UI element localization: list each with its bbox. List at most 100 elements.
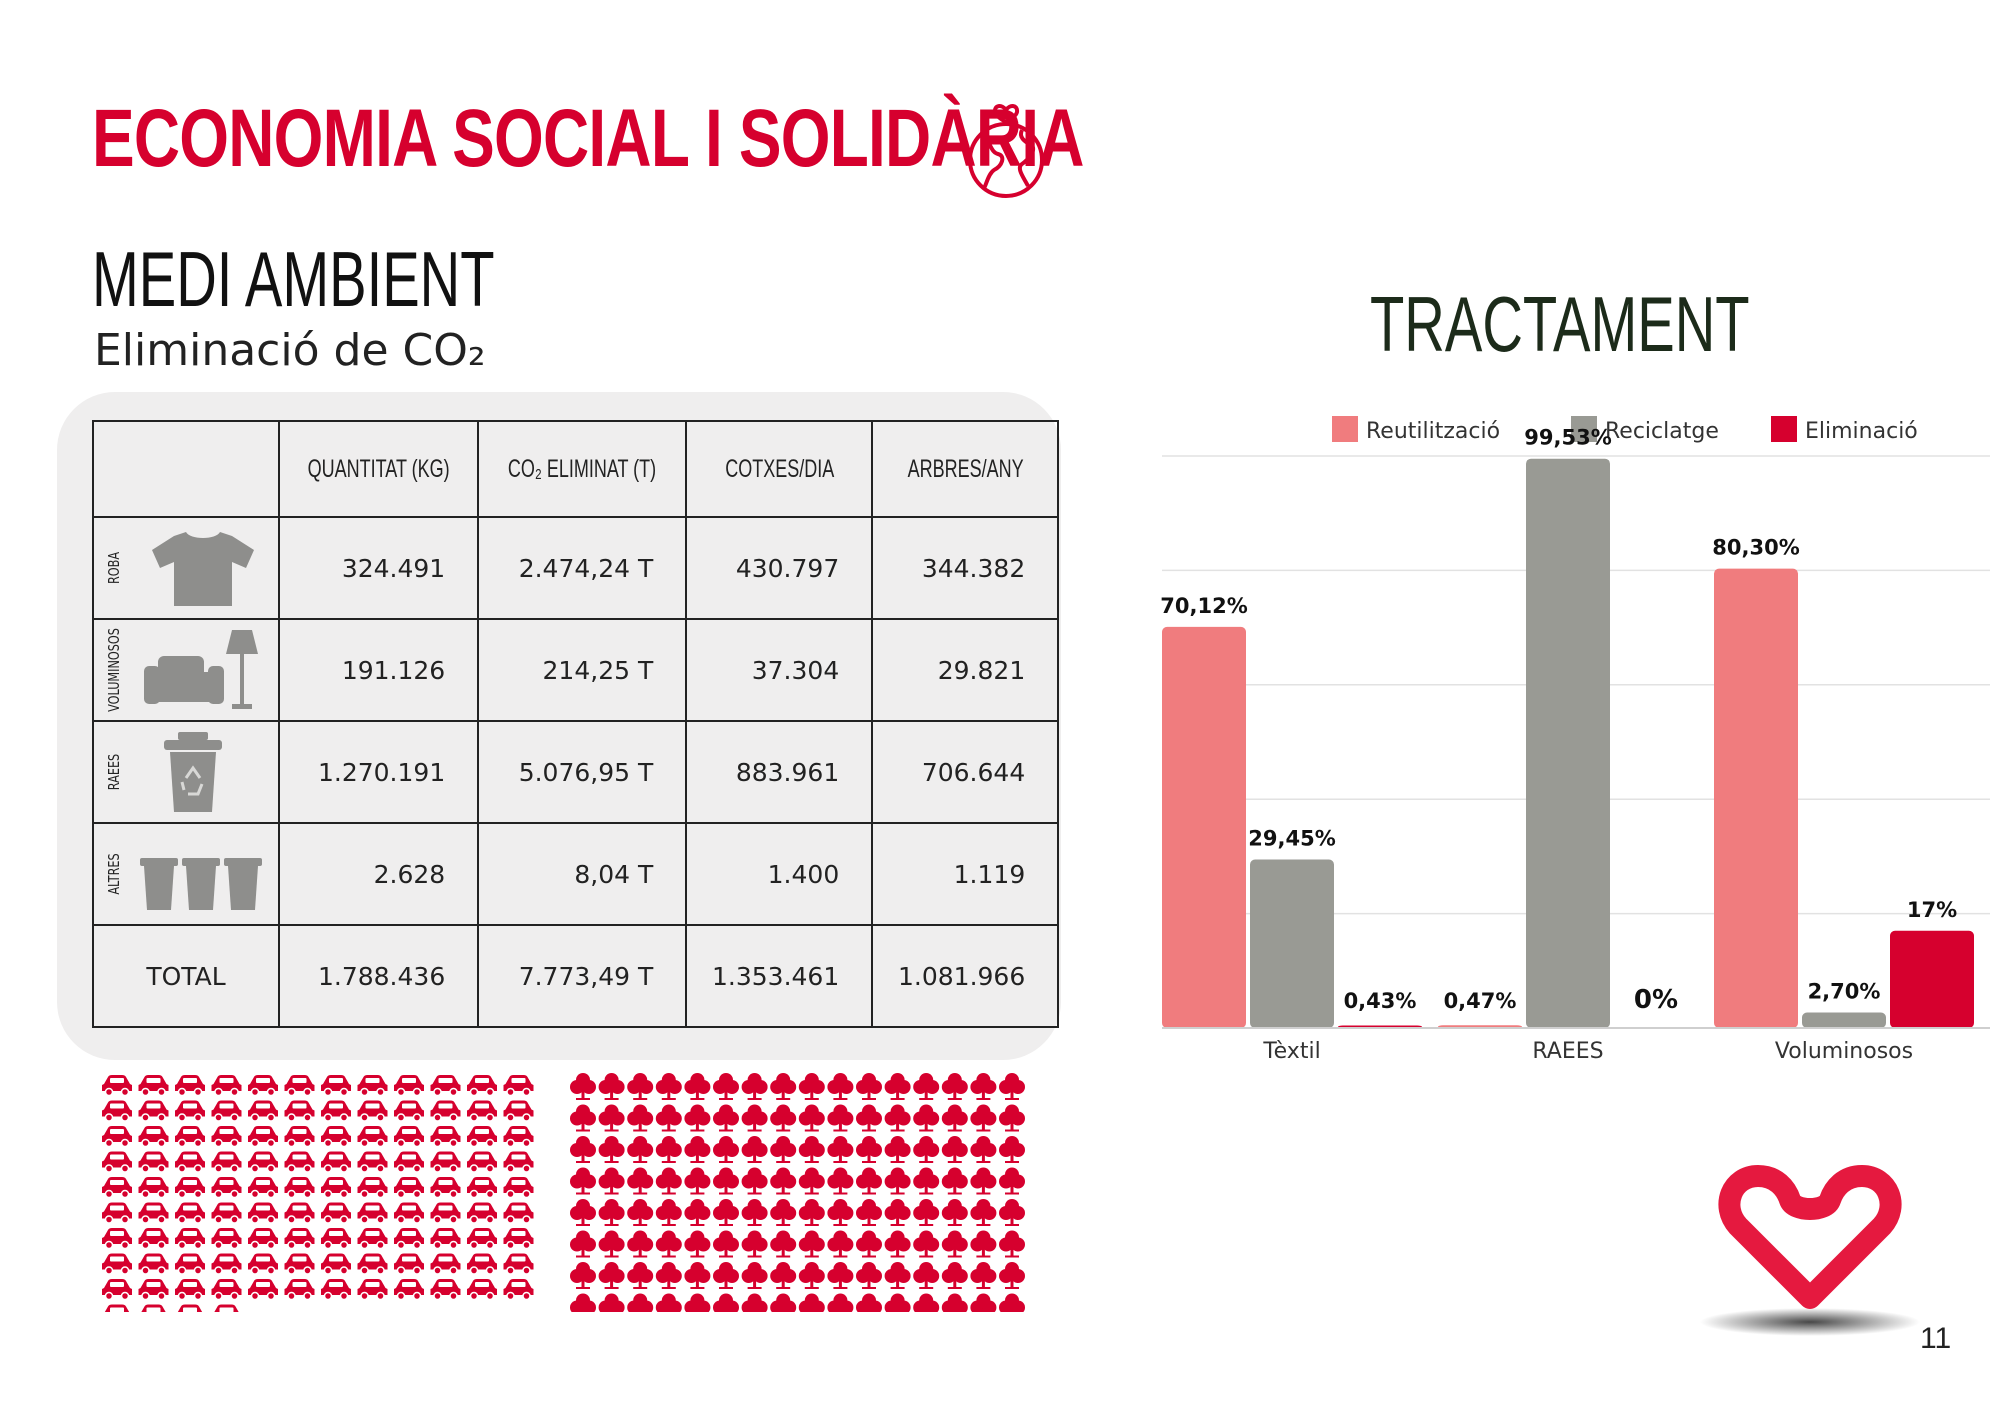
tree-icon [941, 1199, 968, 1226]
category-label: Tèxtil [1262, 1039, 1320, 1064]
row-label: VOLUMINOSOS [105, 628, 123, 712]
table-row: RAEES 1.270.191 5.076,95 T 883.961 706.6… [92, 720, 1060, 824]
tree-icon [684, 1136, 711, 1163]
trees-pictogram [570, 1073, 1025, 1312]
tree-icon [884, 1167, 911, 1195]
tree-icon [970, 1293, 997, 1312]
legend-label: Reciclatge [1605, 419, 1719, 444]
table-row: ALTRES 2.628 8,04 T 1.400 1.119 [92, 822, 1060, 926]
car-icon [357, 1177, 388, 1199]
car-icon [102, 1253, 132, 1275]
bar [1714, 568, 1798, 1028]
tree-icon [598, 1262, 625, 1289]
tree-icon [827, 1073, 854, 1100]
tree-icon [970, 1104, 997, 1132]
car-icon [394, 1151, 424, 1173]
table-cell: 191.126 [277, 618, 480, 722]
car-icon [503, 1253, 534, 1275]
row-label-cell: RAEES [92, 720, 280, 824]
data-label: 29,45% [1248, 827, 1335, 851]
car-icon [211, 1100, 242, 1122]
car-icon [357, 1126, 388, 1148]
table-cell: 8,04 T [477, 822, 688, 926]
car-icon [248, 1279, 278, 1301]
heart-logo [1700, 1165, 1920, 1336]
tree-icon [970, 1199, 997, 1226]
car-icon [430, 1202, 461, 1224]
tree-icon [999, 1104, 1025, 1132]
tree-icon [655, 1104, 682, 1132]
car-icon [321, 1126, 351, 1148]
car-icon [211, 1253, 242, 1275]
tree-icon [999, 1293, 1025, 1312]
car-icon [248, 1151, 278, 1173]
car-icon [357, 1075, 388, 1097]
tree-icon [741, 1199, 768, 1226]
car-icon [357, 1202, 388, 1224]
table-cell: 1.119 [871, 822, 1060, 926]
car-icon [321, 1279, 351, 1301]
car-icon [467, 1100, 497, 1122]
row-label: ROBA [105, 551, 123, 585]
table-cell: 344.382 [871, 516, 1060, 620]
table-cell: 1.270.191 [277, 720, 480, 824]
data-label: 0,47% [1444, 989, 1517, 1013]
car-icon [430, 1151, 461, 1173]
car-icon [175, 1100, 205, 1122]
tree-icon [798, 1167, 825, 1195]
car-icon [284, 1151, 315, 1173]
car-icon [503, 1228, 534, 1250]
car-icon [175, 1075, 205, 1097]
tree-icon [884, 1293, 911, 1312]
tree-icon [770, 1104, 797, 1132]
tree-icon [798, 1262, 825, 1289]
car-icon [467, 1075, 497, 1097]
tree-icon [627, 1199, 654, 1226]
tree-icon [827, 1167, 854, 1195]
table-row: VOLUMINOSOS 191.126 214,25 T 37.304 29.8… [92, 618, 1060, 722]
tree-icon [741, 1293, 768, 1312]
tree-icon [999, 1199, 1025, 1226]
bar [1250, 859, 1334, 1028]
car-icon [321, 1151, 351, 1173]
tree-icon [627, 1230, 654, 1258]
car-icon [430, 1100, 461, 1122]
tree-icon [713, 1293, 739, 1312]
total-label: TOTAL [92, 924, 280, 1028]
tree-icon [999, 1167, 1025, 1195]
tree-icon [770, 1230, 797, 1258]
car-icon [102, 1126, 132, 1148]
tree-icon [884, 1199, 911, 1226]
car-icon [284, 1126, 315, 1148]
car-icon [467, 1279, 497, 1301]
globe-heart-icon [968, 104, 1044, 198]
tree-icon [684, 1199, 711, 1226]
table-cell: 2.474,24 T [477, 516, 688, 620]
car-icon [248, 1202, 278, 1224]
car-icon [357, 1279, 388, 1301]
section-title: MEDI AMBIENT [92, 235, 495, 323]
car-icon [357, 1151, 388, 1173]
co2-elimination-table: QUANTITAT (KG) CO₂ ELIMINAT (T) COTXES/D… [92, 420, 1060, 1028]
data-label: 2,70% [1808, 980, 1881, 1004]
tree-icon [598, 1293, 625, 1312]
table-cell: 214,25 T [477, 618, 688, 722]
recycle-bins-icon [140, 858, 262, 910]
table-header-cell: QUANTITAT (KG) [277, 420, 480, 518]
table-header-corner [92, 420, 280, 518]
tree-icon [684, 1262, 711, 1289]
car-icon [248, 1075, 278, 1097]
car-icon [138, 1177, 169, 1199]
tree-icon [999, 1136, 1025, 1163]
table-cell: 7.773,49 T [477, 924, 688, 1028]
car-icon [321, 1253, 351, 1275]
car-icon [138, 1279, 169, 1301]
legend-label: Eliminació [1805, 419, 1918, 444]
tree-icon [827, 1199, 854, 1226]
tree-icon [741, 1262, 768, 1289]
tree-icon [999, 1262, 1025, 1289]
tree-icon [570, 1073, 596, 1100]
page-number: 11 [1920, 1322, 1952, 1355]
tree-icon [913, 1136, 940, 1163]
legend-label: Reutilització [1366, 419, 1500, 444]
